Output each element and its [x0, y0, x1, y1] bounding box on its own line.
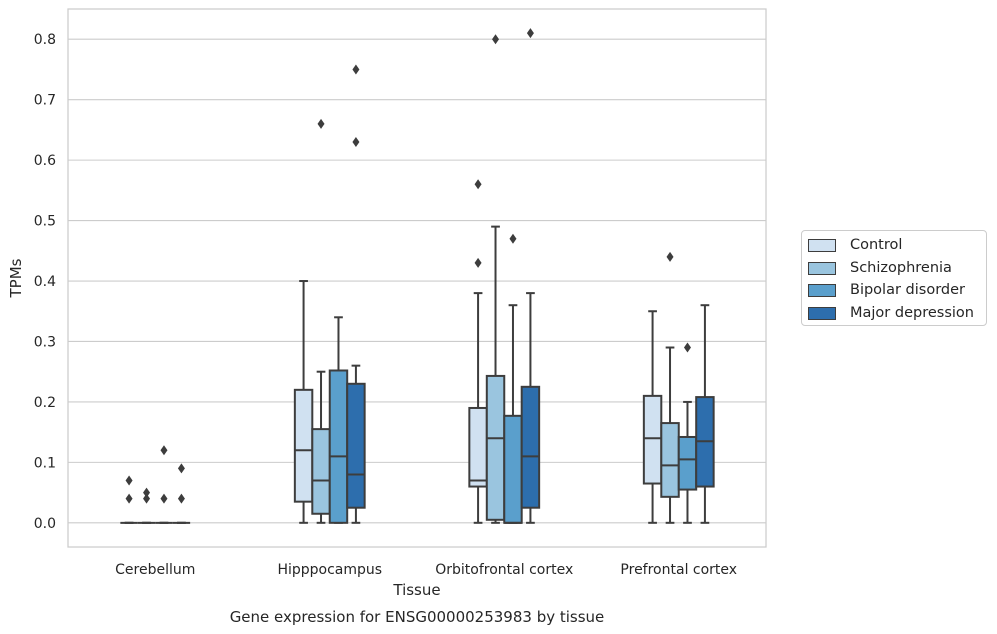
box-iqr — [642, 394, 663, 485]
x-axis-label: Tissue — [392, 581, 440, 599]
box-cerebellum-control — [120, 475, 138, 524]
box-iqr — [311, 428, 331, 515]
box-iqr — [677, 435, 698, 491]
legend-item-control: Control — [808, 235, 902, 255]
outlier-point — [143, 493, 151, 504]
outlier-point — [125, 493, 133, 504]
y-axis-ticks: 0.0 0.1 0.2 0.3 0.4 0.5 0.6 0.7 0.8 — [34, 32, 56, 532]
box-hipppocampus-major-depression — [346, 64, 366, 524]
outlier-point — [526, 28, 534, 39]
legend-item-schizophrenia: Schizophrenia — [808, 258, 952, 278]
box-prefrontal-cortex-control — [642, 310, 663, 524]
box-orbitofrontal-cortex-control — [468, 179, 488, 524]
outlier-point — [177, 493, 185, 504]
outlier-point — [666, 251, 674, 262]
outlier-point — [143, 487, 151, 498]
box-iqr — [520, 385, 541, 509]
legend-label-control: Control — [850, 237, 903, 253]
box-prefrontal-cortex-major-depression — [695, 304, 715, 524]
outlier-point — [125, 475, 133, 486]
y-tick-label: 0.6 — [34, 153, 56, 169]
box-iqr — [293, 388, 314, 503]
x-tick-label-cerebellum: Cerebellum — [115, 562, 195, 578]
chart-title: Gene expression for ENSG00000253983 by t… — [230, 608, 605, 626]
y-tick-label: 0.5 — [34, 214, 56, 230]
outlier-point — [492, 34, 500, 45]
legend-swatch-major-depression — [808, 306, 836, 320]
outlier-point — [177, 463, 185, 474]
y-tick-label: 0.2 — [34, 395, 56, 411]
y-tick-label: 0.0 — [34, 516, 56, 532]
outlier-point — [683, 342, 691, 353]
outlier-point — [474, 179, 482, 190]
legend-swatch-schizophrenia — [808, 261, 836, 275]
legend-item-bipolar-disorder: Bipolar disorder — [808, 280, 965, 300]
outlier-point — [317, 118, 325, 129]
box-iqr — [468, 406, 488, 488]
x-tick-label-prefrontal-cortex: Prefrontal cortex — [620, 562, 737, 578]
box-orbitofrontal-cortex-schizophrenia — [485, 34, 506, 524]
box-hipppocampus-schizophrenia — [311, 118, 331, 524]
box-iqr — [503, 414, 523, 524]
x-tick-label-orbitofrontal-cortex: Orbitofrontal cortex — [435, 562, 573, 578]
legend-swatch-control — [808, 238, 836, 252]
box-iqr — [660, 422, 680, 498]
legend-item-major-depression: Major depression — [808, 303, 974, 323]
legend-label-major-depression: Major depression — [850, 305, 974, 321]
y-tick-label: 0.3 — [34, 334, 56, 350]
outlier-point — [474, 257, 482, 268]
box-iqr — [346, 382, 366, 509]
box-cerebellum-major-depression — [172, 463, 191, 524]
outlier-point — [352, 136, 360, 147]
outlier-point — [352, 64, 360, 75]
boxes-layer — [120, 28, 715, 524]
outlier-point — [160, 493, 168, 504]
legend-swatch-bipolar-disorder — [808, 283, 836, 297]
box-cerebellum-bipolar-disorder — [155, 445, 173, 524]
box-prefrontal-cortex-bipolar-disorder — [677, 342, 698, 524]
box-iqr — [485, 374, 506, 521]
legend-label-schizophrenia: Schizophrenia — [850, 260, 952, 276]
y-tick-label: 0.8 — [34, 32, 56, 48]
box-iqr — [328, 369, 349, 524]
y-tick-label: 0.7 — [34, 93, 56, 109]
box-orbitofrontal-cortex-major-depression — [520, 28, 541, 524]
x-axis-ticks: Cerebellum Hipppocampus Orbitofrontal cort… — [115, 562, 737, 578]
legend: Control Schizophrenia Bipolar disorder M… — [801, 230, 987, 326]
y-tick-label: 0.4 — [34, 274, 56, 290]
box-cerebellum-schizophrenia — [137, 487, 156, 524]
outlier-point — [509, 233, 517, 244]
outlier-point — [160, 445, 168, 456]
legend-label-bipolar-disorder: Bipolar disorder — [850, 282, 965, 298]
y-tick-label: 0.1 — [34, 455, 56, 471]
y-axis-label: TPMs — [7, 258, 25, 298]
x-tick-label-hipppocampus: Hipppocampus — [277, 562, 382, 578]
